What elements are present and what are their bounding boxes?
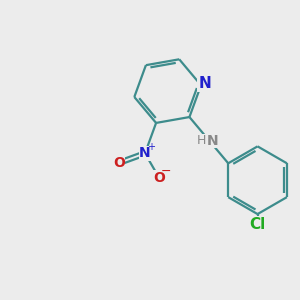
Text: +: + <box>148 142 155 152</box>
Text: Cl: Cl <box>249 217 266 232</box>
Text: N: N <box>139 146 151 161</box>
Text: O: O <box>113 156 125 170</box>
Text: −: − <box>161 165 172 178</box>
Text: N: N <box>206 134 218 148</box>
Text: N: N <box>198 76 211 91</box>
Text: O: O <box>153 171 165 184</box>
Text: H: H <box>196 134 206 147</box>
